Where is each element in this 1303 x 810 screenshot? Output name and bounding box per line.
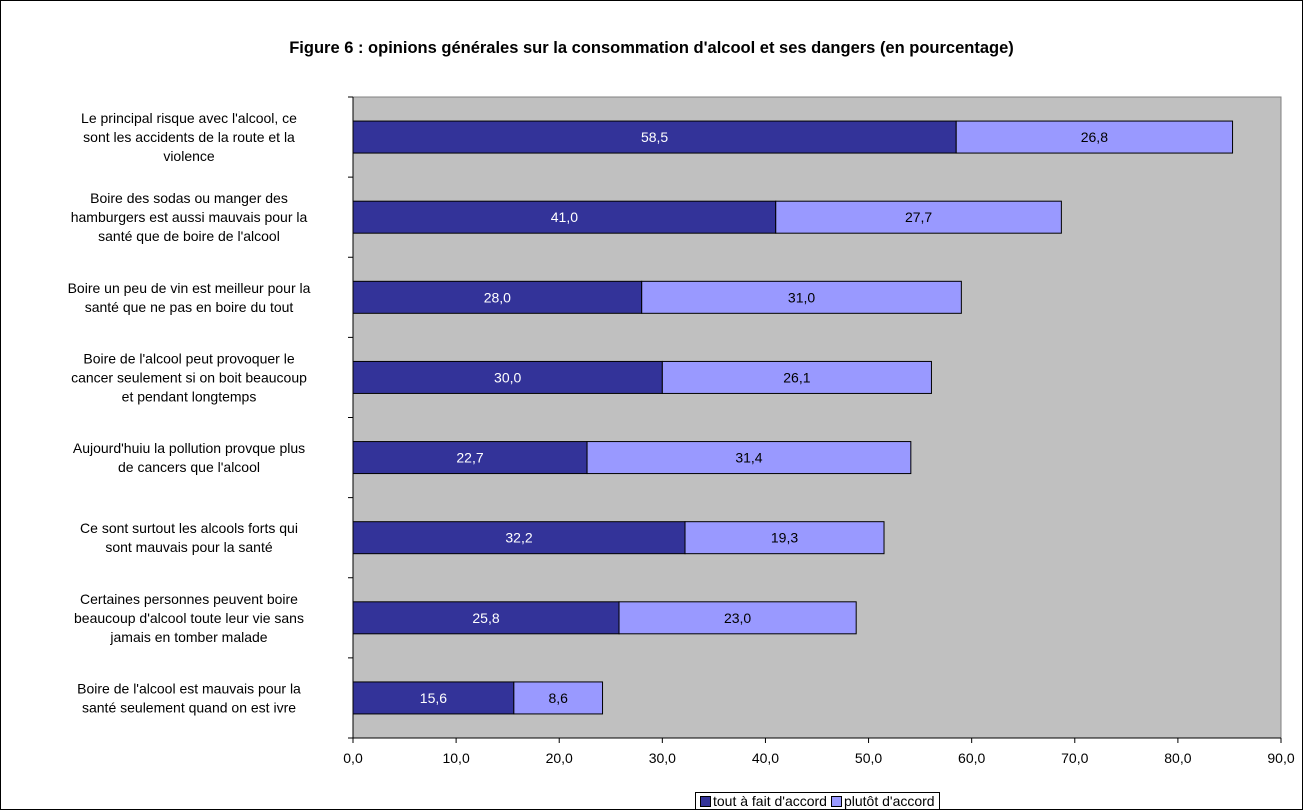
bar-segment	[775, 200, 1062, 234]
x-tick-label: 40,0	[752, 750, 779, 766]
x-tick-label: 20,0	[546, 750, 573, 766]
category-label-line: sont mauvais pour la santé	[105, 539, 273, 555]
category-label-line: beaucoup d'alcool toute leur vie sans	[74, 610, 304, 626]
category-label-line: hamburgers est aussi mauvais pour la	[71, 209, 308, 225]
bar-segment	[352, 441, 588, 475]
legend-item: plutôt d'accord	[830, 793, 935, 809]
x-tick-label: 90,0	[1267, 750, 1294, 766]
legend-swatch	[700, 795, 711, 807]
bar-segment	[661, 360, 932, 394]
category-label: Ce sont surtout les alcools forts qui son…	[80, 520, 298, 555]
category-label-line: et pendant longtemps	[122, 388, 257, 404]
legend-label: plutôt d'accord	[843, 793, 935, 809]
bar-segment	[352, 360, 663, 394]
category-label-line: sont les accidents de la route et la	[83, 129, 295, 145]
bar-value-label: 8,6	[548, 690, 568, 706]
category-label-line: Certaines personnes peuvent boire	[80, 591, 298, 607]
category-label: Boire de l'alcool peut provoquer le cance…	[71, 350, 307, 404]
category-label-line: santé seulement quand on est ivre	[82, 699, 296, 715]
bar-value-label: 23,0	[724, 610, 751, 626]
x-tick-label: 70,0	[1061, 750, 1088, 766]
bar-segment	[684, 521, 885, 555]
bar-segment	[352, 521, 686, 555]
bar-value-label: 41,0	[551, 209, 578, 225]
legend-swatch	[830, 795, 842, 807]
category-label-line: santé que de boire de l'alcool	[98, 228, 280, 244]
bar-segment	[586, 441, 912, 475]
bar-value-label: 32,2	[505, 530, 532, 546]
bar-value-label: 28,0	[484, 289, 511, 305]
category-label: Certaines personnes peuvent boire beaucou…	[74, 591, 304, 645]
category-label-line: Boire de l'alcool est mauvais pour la	[77, 680, 301, 696]
bar-value-label: 30,0	[494, 369, 521, 385]
category-label-line: violence	[163, 148, 215, 164]
category-label-line: Aujourd'huiu la pollution provque plus	[73, 440, 305, 456]
category-label: Boire de l'alcool est mauvais pour la san…	[77, 680, 301, 715]
bar-value-label: 22,7	[456, 450, 483, 466]
bar-segment	[955, 120, 1234, 154]
category-label-line: jamais en tomber malade	[109, 629, 267, 645]
legend-item: tout à fait d'accord	[700, 793, 827, 809]
category-label-line: Boire de l'alcool peut provoquer le	[83, 350, 294, 366]
bar-segment	[352, 120, 957, 154]
bar-value-label: 31,0	[788, 289, 815, 305]
category-label-line: cancer seulement si on boit beaucoup	[71, 369, 307, 385]
legend: tout à fait d'accord plutôt d'accord	[695, 792, 940, 809]
legend-label: tout à fait d'accord	[713, 793, 827, 809]
bar-value-label: 26,8	[1081, 129, 1108, 145]
category-label-line: Le principal risque avec l'alcool, ce	[81, 110, 297, 126]
category-label: Boire un peu de vin est meilleur pour la…	[68, 280, 311, 315]
bar-value-label: 26,1	[783, 369, 810, 385]
x-tick-label: 50,0	[855, 750, 882, 766]
x-tick-label: 10,0	[442, 750, 469, 766]
x-tick-label: 60,0	[958, 750, 985, 766]
x-tick-label: 0,0	[343, 750, 363, 766]
bar-value-label: 58,5	[641, 129, 668, 145]
bar-value-label: 19,3	[771, 530, 798, 546]
bar-segment	[352, 601, 620, 635]
bar-segment	[352, 681, 515, 715]
plot-area	[352, 96, 1282, 739]
category-label-line: de cancers que l'alcool	[118, 459, 260, 475]
category-label: Boire des sodas ou manger des hamburgers …	[71, 190, 308, 244]
bar-value-label: 15,6	[420, 690, 447, 706]
bar-value-label: 25,8	[472, 610, 499, 626]
bar-segment	[352, 280, 643, 314]
category-label-line: santé que ne pas en boire du tout	[85, 299, 294, 315]
bar-segment	[513, 681, 604, 715]
category-label: Aujourd'huiu la pollution provque plus de…	[73, 440, 305, 475]
category-label-line: Boire des sodas ou manger des	[90, 190, 288, 206]
category-label-line: Boire un peu de vin est meilleur pour la	[68, 280, 311, 296]
chart-title: Figure 6 : opinions générales sur la con…	[289, 39, 1014, 57]
bar-value-label: 27,7	[905, 209, 932, 225]
x-tick-label: 80,0	[1164, 750, 1191, 766]
bar-segment	[618, 601, 857, 635]
category-label: Le principal risque avec l'alcool, ce son…	[81, 110, 297, 164]
x-tick-label: 30,0	[649, 750, 676, 766]
bar-value-label: 31,4	[735, 450, 762, 466]
bar-segment	[641, 280, 962, 314]
category-label-line: Ce sont surtout les alcools forts qui	[80, 520, 298, 536]
